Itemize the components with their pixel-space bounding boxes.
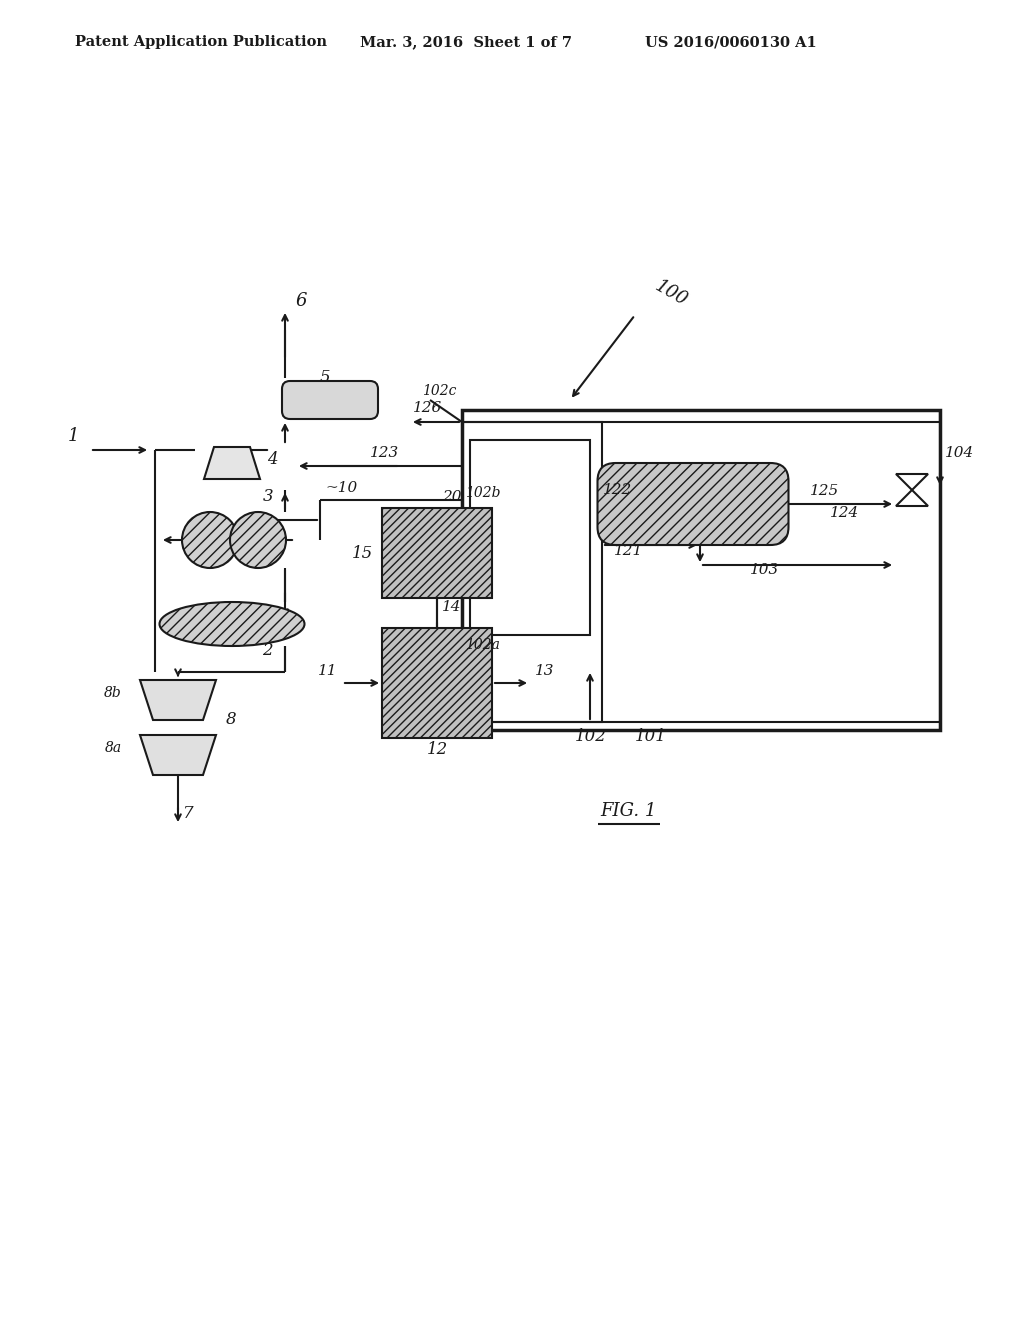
Text: 8a: 8a (104, 741, 122, 755)
Text: 11: 11 (318, 664, 338, 678)
Text: FIG. 1: FIG. 1 (600, 803, 656, 820)
Text: 2: 2 (262, 642, 272, 659)
Text: 102: 102 (575, 729, 607, 744)
Polygon shape (896, 490, 928, 506)
Text: 101: 101 (635, 729, 667, 744)
Text: 6: 6 (295, 292, 306, 310)
Text: 122: 122 (603, 483, 632, 498)
Circle shape (230, 512, 286, 568)
Text: 8: 8 (226, 710, 237, 727)
Text: 121: 121 (614, 544, 643, 558)
Circle shape (182, 512, 238, 568)
Text: 124: 124 (830, 506, 859, 520)
Ellipse shape (160, 602, 304, 645)
Bar (382, 508, 492, 598)
Text: 13: 13 (535, 664, 555, 678)
Text: 103: 103 (750, 564, 779, 577)
Polygon shape (896, 474, 928, 490)
Text: 3: 3 (263, 488, 273, 506)
Bar (462, 422, 602, 722)
Text: 4: 4 (267, 451, 278, 469)
Text: ~10: ~10 (325, 480, 357, 495)
FancyBboxPatch shape (282, 381, 378, 418)
Text: Patent Application Publication: Patent Application Publication (75, 36, 327, 49)
Text: 15: 15 (352, 544, 374, 561)
Text: 126: 126 (413, 401, 442, 414)
Text: 12: 12 (426, 741, 447, 758)
Text: 123: 123 (370, 446, 399, 459)
Text: 8b: 8b (104, 686, 122, 700)
Text: 100: 100 (652, 277, 691, 310)
Text: Mar. 3, 2016  Sheet 1 of 7: Mar. 3, 2016 Sheet 1 of 7 (360, 36, 572, 49)
Text: US 2016/0060130 A1: US 2016/0060130 A1 (645, 36, 817, 49)
Bar (470, 440, 590, 635)
FancyBboxPatch shape (597, 463, 788, 545)
Bar (382, 628, 492, 738)
Text: 20: 20 (442, 490, 462, 504)
Polygon shape (140, 735, 216, 775)
Text: 125: 125 (810, 484, 840, 498)
Text: 14: 14 (442, 601, 462, 614)
Polygon shape (140, 680, 216, 719)
Text: 5: 5 (319, 370, 331, 385)
Text: 102a: 102a (465, 638, 500, 652)
Text: 102c: 102c (422, 384, 457, 399)
Bar (462, 411, 940, 730)
Text: 104: 104 (945, 446, 974, 459)
Polygon shape (204, 447, 260, 479)
Text: 102b: 102b (465, 486, 501, 500)
Text: 1: 1 (68, 426, 80, 445)
Text: 7: 7 (183, 805, 194, 822)
